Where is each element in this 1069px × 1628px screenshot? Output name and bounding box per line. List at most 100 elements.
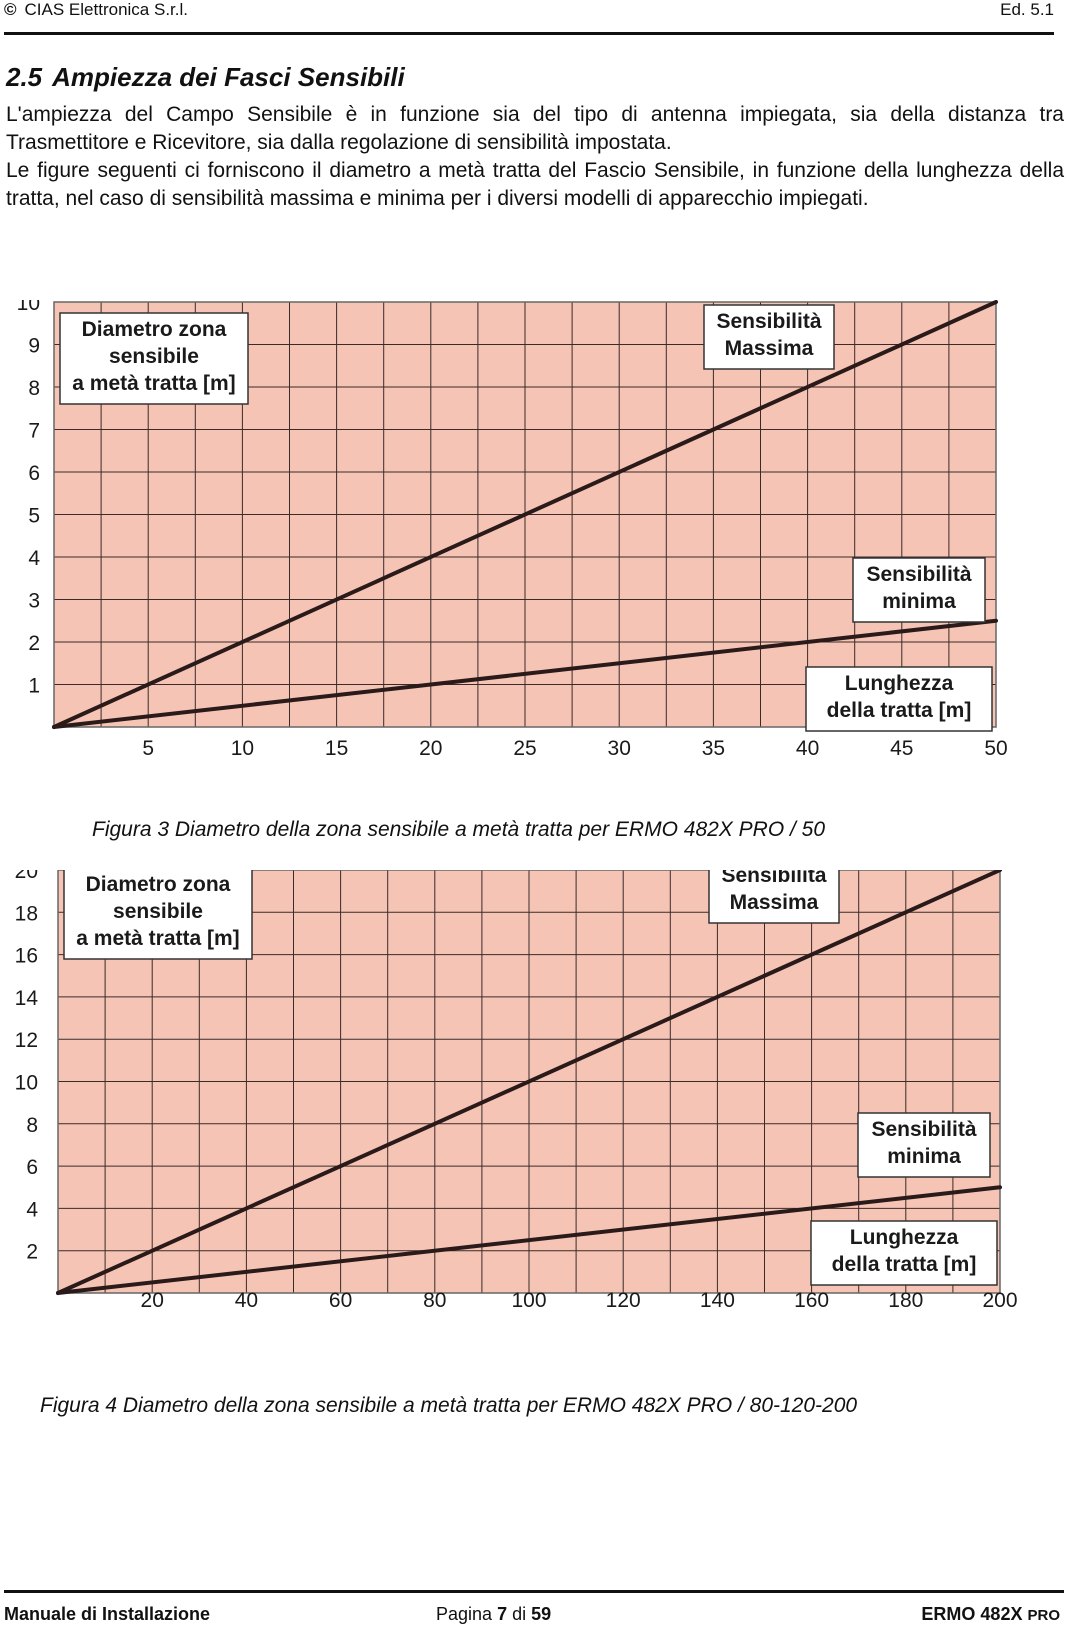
x-tick-label: 45 [890, 737, 913, 760]
y-tick-label: 4 [26, 1198, 38, 1221]
x-axis-label-box [805, 666, 993, 732]
series-label-min-text: minima [887, 1145, 961, 1168]
x-tick-label: 40 [235, 1289, 258, 1312]
series-label-max: Sensibilità Massima [703, 304, 835, 370]
y-tick-label: 16 [15, 945, 38, 968]
x-tick-label: 120 [606, 1289, 641, 1312]
y-axis-label-text: Diametro zona [86, 873, 231, 896]
y-tick-label: 10 [15, 1072, 38, 1095]
product-name: ERMO 482X PRO [921, 1604, 1060, 1625]
x-tick-label: 50 [984, 737, 1007, 760]
y-tick-label: 14 [15, 987, 39, 1010]
y-axis-label-text: sensibile [113, 900, 203, 923]
y-axis-label-text: a metà tratta [m] [72, 372, 235, 395]
section-number: 2.5 [6, 62, 43, 92]
y-tick-label: 3 [28, 590, 40, 613]
series-label-min-text: minima [882, 590, 956, 613]
x-tick-label: 200 [982, 1289, 1017, 1312]
chart-figure-4: 20 40 60 80 100 120 140 160 180 200 2 4 6 8 10 12 14 16 18… [15, 870, 1018, 1312]
y-axis-label-text: Diametro zona [82, 318, 227, 341]
page-number: Pagina 7 di 59 [436, 1604, 551, 1625]
y-tick-label: 7 [28, 420, 40, 443]
y-tick-label: 12 [15, 1029, 38, 1052]
series-line-min [52, 618, 998, 729]
copyright-symbol: © [4, 0, 17, 19]
y-tick-label: 6 [26, 1156, 38, 1179]
x-tick-label: 180 [888, 1289, 923, 1312]
series-label-min-box [857, 1112, 991, 1178]
section-title-text: Ampiezza dei Fasci Sensibili [52, 62, 405, 92]
x-tick-label: 15 [325, 737, 348, 760]
y-axis-label: Diametro zona sensibile a metà tratta [m] [59, 312, 249, 405]
series-label-min: Sensibilità minima [852, 557, 986, 623]
company-name: CIAS Elettronica S.r.l. [24, 0, 188, 19]
figure-caption: Figura 3 Diametro della zona sensibile a… [92, 818, 826, 841]
figure-caption: Figura 4 Diametro della zona sensibile a… [40, 1394, 858, 1417]
x-tick-label: 20 [419, 737, 442, 760]
y-tick-label: 2 [28, 632, 40, 655]
y-tick-label: 9 [28, 335, 40, 358]
plot-frame [53, 301, 997, 728]
series-label-min-text: Sensibilità [871, 1118, 976, 1141]
y-axis-label-text: sensibile [109, 345, 199, 368]
y-tick-label: 6 [28, 462, 40, 485]
header-left: © CIAS Elettronica S.r.l. [4, 0, 188, 20]
edition: Ed. 5.1 [1000, 0, 1054, 19]
series-label-max-text: Sensibilità [716, 310, 821, 333]
product-model: ERMO 482X [921, 1604, 1023, 1624]
x-axis-label-text: Lunghezza [850, 1226, 959, 1249]
page-sep: di [512, 1604, 527, 1624]
x-tick-label: 80 [423, 1289, 446, 1312]
series-label-min: Sensibilità minima [857, 1112, 991, 1178]
y-tick-label: 20 [15, 870, 38, 883]
y-axis-label-text: a metà tratta [m] [76, 927, 239, 950]
y-tick-label: 10 [17, 300, 40, 315]
series-line-min [56, 1185, 1002, 1295]
manual-title: Manuale di Installazione [4, 1604, 211, 1624]
x-tick-label: 40 [796, 737, 819, 760]
x-axis-label: Lunghezza della tratta [m] [810, 1220, 998, 1286]
page-header: © CIAS Elettronica S.r.l. Ed. 5.1 [4, 0, 1054, 30]
footer-rule [4, 1590, 1064, 1593]
x-tick-label: 20 [141, 1289, 164, 1312]
x-tick-label: 5 [142, 737, 154, 760]
series-label-max-box [703, 304, 835, 370]
x-tick-label: 35 [702, 737, 725, 760]
series-label-max-text: Massima [725, 337, 814, 360]
x-tick-label: 10 [231, 737, 254, 760]
series-label-min-text: Sensibilità [866, 563, 971, 586]
x-axis-label-text: della tratta [m] [832, 1253, 977, 1276]
y-tick-label: 4 [28, 547, 40, 570]
paragraph: Le figure seguenti ci forniscono il diam… [6, 159, 1064, 210]
x-axis-label: Lunghezza della tratta [m] [805, 666, 993, 732]
x-tick-label: 140 [700, 1289, 735, 1312]
series-label-max-text: Massima [730, 891, 819, 914]
header-rule [4, 32, 1054, 35]
plot-frame [57, 870, 1001, 1294]
series-label-max-text: Sensibilità [721, 870, 826, 887]
page-total: 59 [531, 1604, 552, 1624]
section-title: 2.5 Ampiezza dei Fasci Sensibili [6, 62, 405, 93]
y-tick-label: 1 [28, 675, 40, 698]
y-tick-label: 5 [28, 505, 40, 528]
x-axis-label-text: Lunghezza [845, 672, 954, 695]
x-tick-label: 60 [329, 1289, 352, 1312]
page-prefix: Pagina [436, 1604, 493, 1624]
series-label-max-box [708, 870, 840, 924]
series-line-max [56, 870, 1002, 1295]
page-current: 7 [497, 1604, 508, 1624]
y-tick-label: 2 [26, 1241, 38, 1264]
y-tick-label: 8 [26, 1114, 38, 1137]
x-tick-label: 25 [513, 737, 536, 760]
series-label-min-box [852, 557, 986, 623]
y-axis-label: Diametro zona sensibile a metà tratta [m] [63, 870, 253, 960]
paragraph: L'ampiezza del Campo Sensibile è in funz… [6, 103, 1064, 154]
x-axis-label-box [810, 1220, 998, 1286]
series-line-max [52, 300, 998, 729]
y-tick-label: 18 [15, 902, 38, 925]
x-tick-label: 100 [511, 1289, 546, 1312]
x-axis-label-text: della tratta [m] [827, 699, 972, 722]
y-axis-label-box [63, 870, 253, 960]
y-tick-label: 8 [28, 377, 40, 400]
